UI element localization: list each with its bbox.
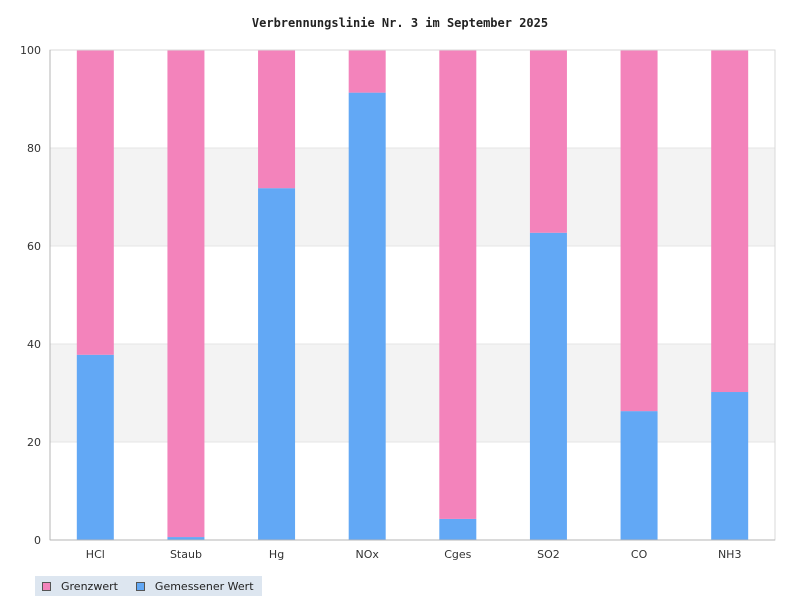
- x-tick-label: Cges: [444, 548, 471, 561]
- bar-segment-grenzwert: [167, 50, 205, 538]
- axes: [49, 49, 776, 541]
- legend-item-grenzwert: Grenzwert: [42, 580, 118, 593]
- bars: [76, 50, 749, 540]
- x-tick-label: NH3: [718, 548, 742, 561]
- legend-item-gemessener-wert: Gemessener Wert: [135, 579, 254, 593]
- bar-segment-grenzwert: [711, 50, 749, 393]
- chart-title: Verbrennungslinie Nr. 3 im September 202…: [252, 16, 548, 30]
- legend-label-grenzwert: Grenzwert: [61, 579, 118, 593]
- x-tick-label: HCl: [86, 548, 105, 561]
- grid-lines: [50, 49, 775, 541]
- bar-segment-gemessener-wert: [439, 518, 477, 540]
- y-tick-label: 20: [27, 436, 41, 449]
- bar-segment-gemessener-wert: [167, 537, 205, 540]
- y-axis-ticks: 0 20 40 60 80 100: [20, 44, 41, 547]
- bar-segment-grenzwert: [76, 50, 114, 355]
- legend-swatch-gemessener-wert: [135, 581, 145, 591]
- y-tick-label: 40: [27, 338, 41, 351]
- legend-label-gemessener-wert: Gemessener Wert: [154, 579, 254, 593]
- bar-segment-gemessener-wert: [348, 92, 386, 540]
- bar-segment-gemessener-wert: [258, 188, 296, 540]
- x-axis-ticks: HCl Staub Hg NOx Cges SO2 CO NH3: [86, 548, 742, 561]
- legend: Grenzwert Gemessener Wert: [35, 576, 262, 596]
- bar-segment-grenzwert: [529, 50, 567, 233]
- bar-segment-gemessener-wert: [711, 392, 749, 540]
- legend-swatch-grenzwert: [42, 581, 51, 591]
- y-tick-label: 60: [27, 240, 41, 253]
- y-tick-label: 80: [27, 142, 41, 155]
- bar-segment-gemessener-wert: [620, 411, 658, 540]
- bar-segment-grenzwert: [348, 50, 386, 93]
- bar-segment-gemessener-wert: [529, 232, 567, 540]
- x-tick-label: CO: [631, 548, 648, 561]
- x-tick-label: SO2: [537, 548, 560, 561]
- y-tick-label: 0: [34, 534, 41, 547]
- bar-segment-grenzwert: [439, 50, 477, 519]
- bar-segment-grenzwert: [258, 50, 296, 189]
- grid-band: [50, 344, 775, 442]
- x-tick-label: NOx: [355, 548, 379, 561]
- x-tick-label: Staub: [170, 548, 202, 561]
- grid-band: [50, 148, 775, 246]
- plot-frame: [49, 49, 776, 541]
- grid-bands: [50, 148, 775, 442]
- y-tick-label: 100: [20, 44, 41, 57]
- bar-segment-grenzwert: [620, 50, 658, 412]
- x-tick-label: Hg: [269, 548, 284, 561]
- bar-segment-gemessener-wert: [76, 354, 114, 540]
